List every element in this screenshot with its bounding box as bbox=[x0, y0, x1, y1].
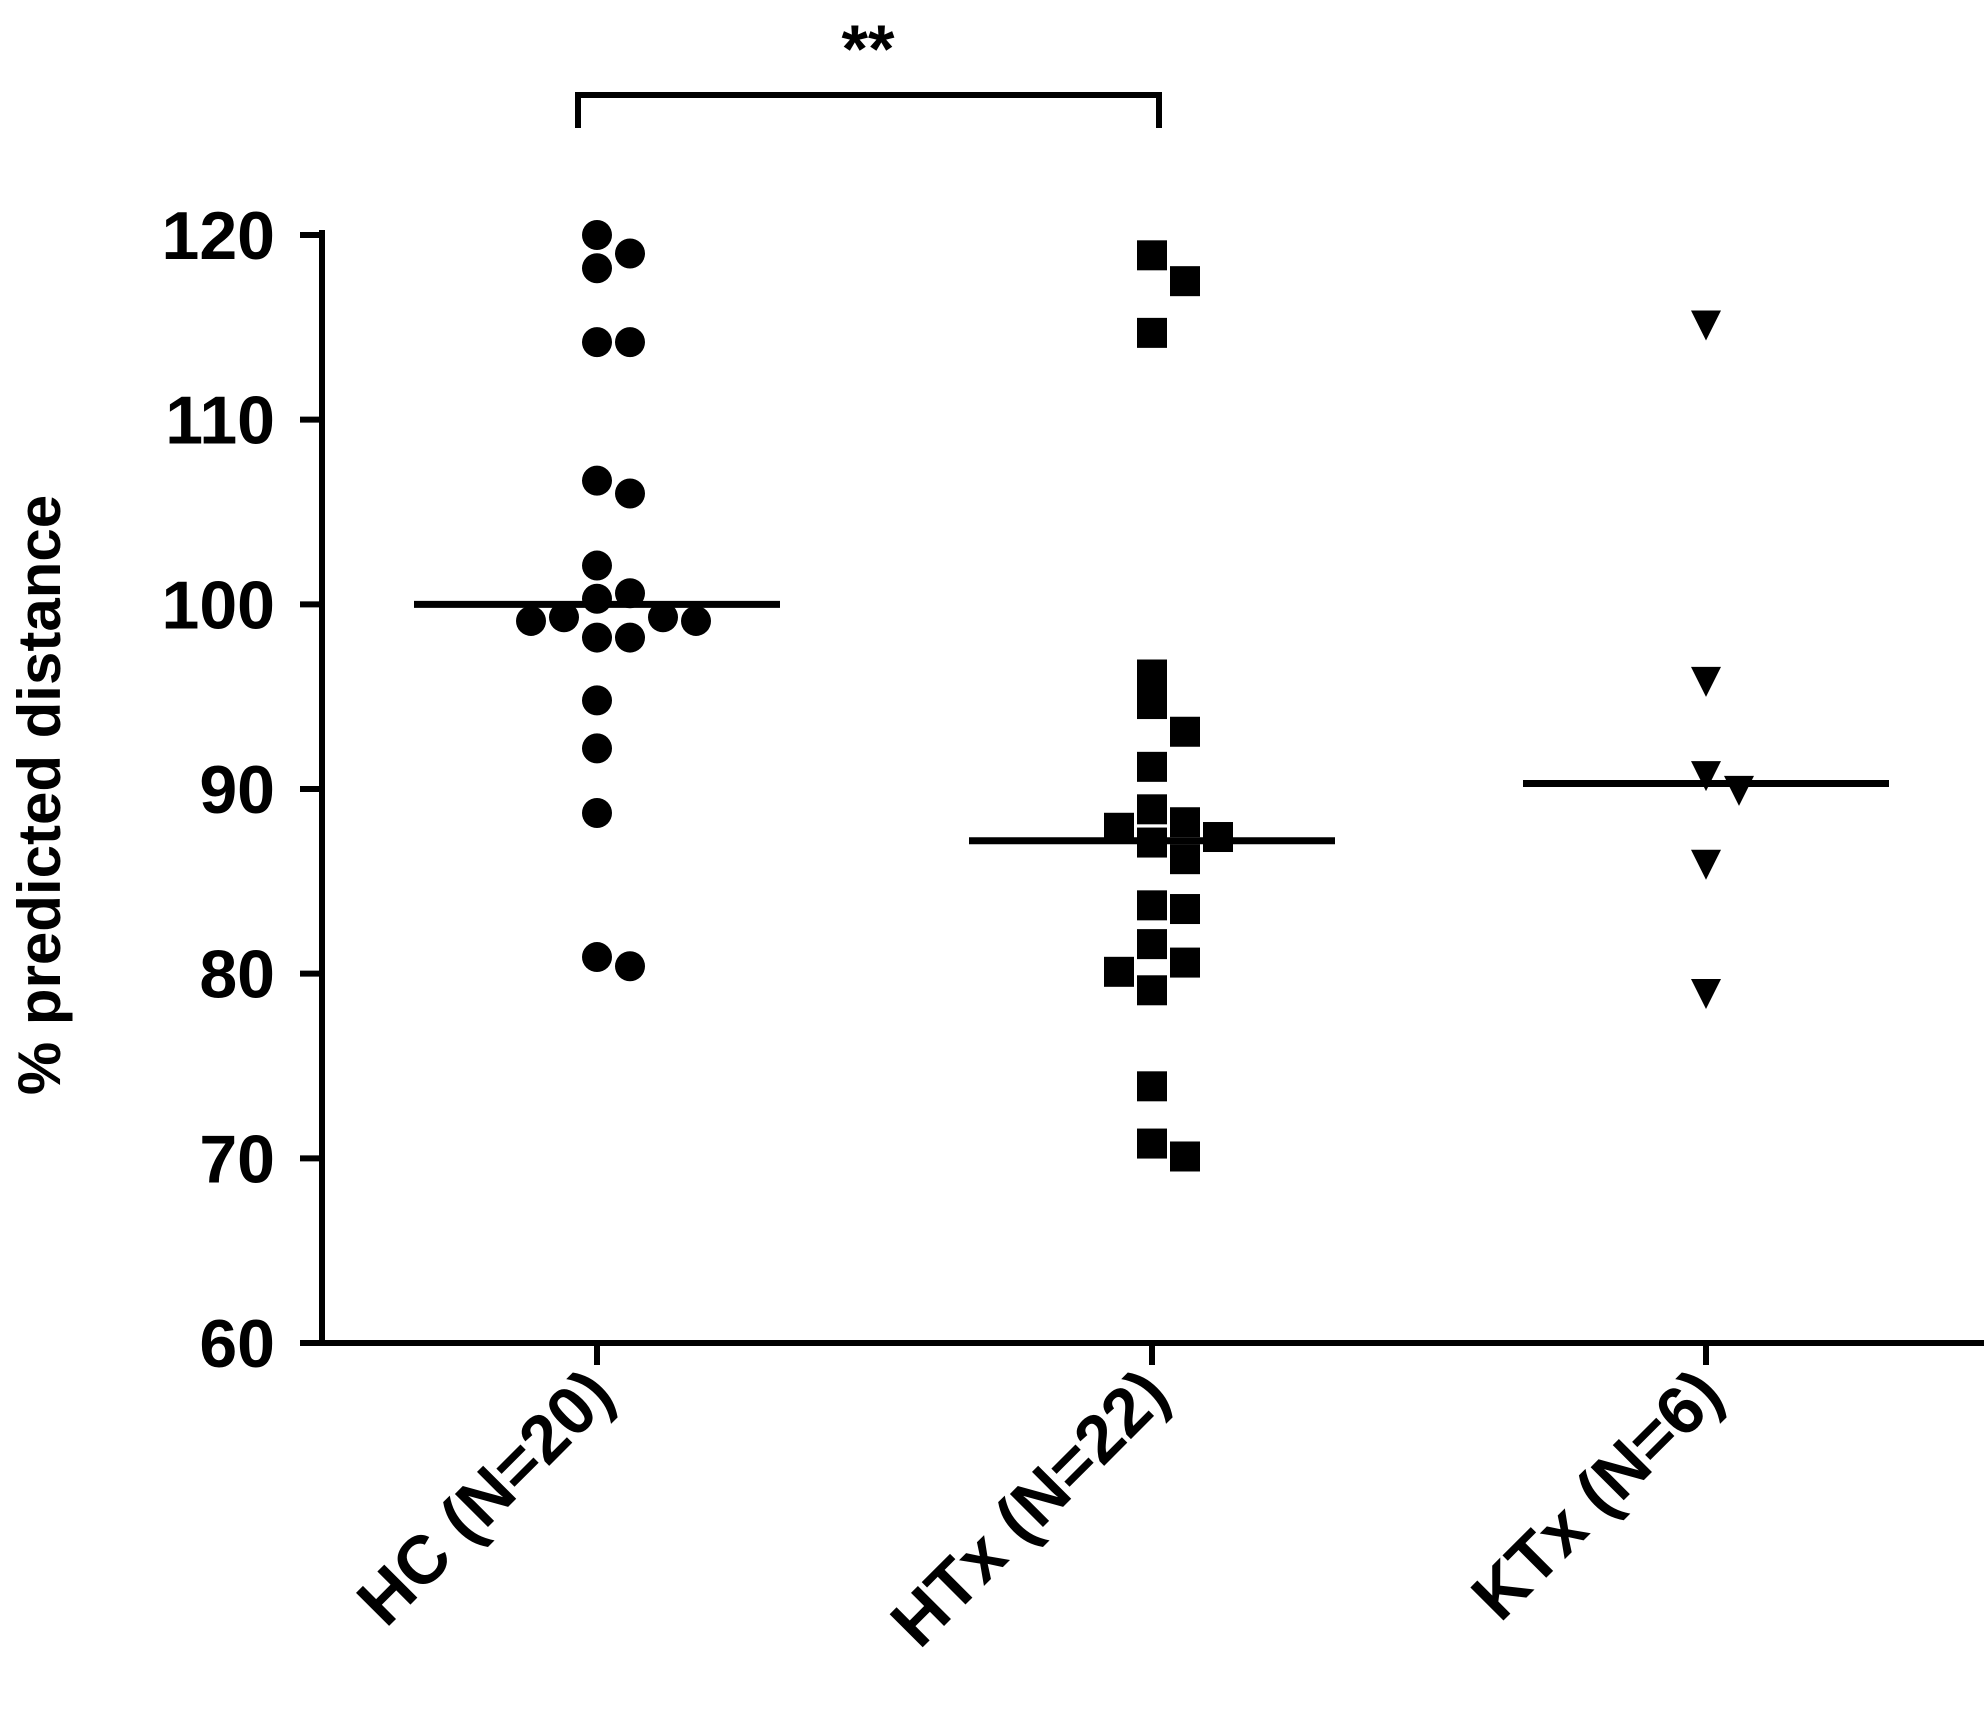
x-ticks: HC (N=20) HTx (N=22) KTx (N=6) bbox=[343, 1343, 1737, 1661]
data-point-triangle bbox=[1691, 310, 1721, 341]
data-point-circle bbox=[582, 685, 612, 716]
data-point-circle bbox=[549, 602, 579, 633]
data-point-square bbox=[1104, 812, 1134, 843]
data-point-square bbox=[1104, 956, 1134, 987]
significance-label: ** bbox=[842, 11, 895, 87]
data-point-square bbox=[1137, 1128, 1167, 1159]
axes: 60 70 80 90 100 110 120 HC (N=20) HTx (N=22) KTx… bbox=[162, 198, 1984, 1661]
data-point-circle bbox=[582, 327, 612, 358]
data-point-square bbox=[1170, 894, 1200, 925]
data-point-square bbox=[1170, 844, 1200, 875]
data-point-circle bbox=[648, 602, 678, 633]
y-tick-label: 100 bbox=[162, 567, 275, 643]
data-point-circle bbox=[582, 465, 612, 496]
data-point-square bbox=[1137, 827, 1167, 858]
y-ticks: 60 70 80 90 100 110 120 bbox=[162, 198, 322, 1382]
data-point-circle bbox=[615, 578, 645, 609]
data-point-square bbox=[1137, 975, 1167, 1006]
data-point-square bbox=[1137, 929, 1167, 960]
data-point-square bbox=[1170, 716, 1200, 747]
data-point-triangle bbox=[1691, 761, 1721, 792]
data-point-square bbox=[1170, 947, 1200, 978]
data-point-square bbox=[1170, 807, 1200, 838]
y-tick-label: 70 bbox=[199, 1121, 275, 1197]
data-point-circle bbox=[615, 238, 645, 269]
data-point-circle bbox=[516, 605, 546, 636]
data-point-circle bbox=[615, 478, 645, 509]
y-tick-label: 80 bbox=[199, 937, 275, 1013]
data-point-circle bbox=[582, 733, 612, 764]
data-point-circle bbox=[582, 942, 612, 973]
data-point-square bbox=[1137, 1071, 1167, 1102]
data-point-triangle bbox=[1691, 978, 1721, 1009]
data-point-square bbox=[1203, 822, 1233, 853]
data-point-square bbox=[1137, 689, 1167, 720]
data-point-square bbox=[1170, 266, 1200, 297]
data-point-square bbox=[1170, 1141, 1200, 1172]
data-point-circle bbox=[615, 327, 645, 358]
data-point-square bbox=[1137, 317, 1167, 348]
data-point-circle bbox=[582, 622, 612, 653]
y-tick-label: 120 bbox=[162, 198, 275, 274]
y-axis-title: % predicted distance bbox=[6, 495, 73, 1095]
data-point-circle bbox=[615, 622, 645, 653]
data-point-circle bbox=[615, 951, 645, 982]
data-point-square bbox=[1137, 794, 1167, 825]
data-point-square bbox=[1137, 659, 1167, 690]
data-points bbox=[516, 220, 1754, 1172]
data-point-square bbox=[1137, 751, 1167, 782]
data-point-circle bbox=[582, 253, 612, 284]
data-point-triangle bbox=[1691, 849, 1721, 880]
data-point-square bbox=[1137, 240, 1167, 271]
data-point-circle bbox=[582, 798, 612, 829]
bracket-line bbox=[575, 92, 1162, 128]
x-category-label: KTx (N=6) bbox=[1457, 1355, 1737, 1635]
y-tick-label: 110 bbox=[165, 383, 275, 459]
x-category-label: HTx (N=22) bbox=[876, 1355, 1182, 1661]
data-point-triangle bbox=[1691, 666, 1721, 697]
y-tick-label: 60 bbox=[199, 1306, 275, 1382]
data-point-circle bbox=[582, 550, 612, 581]
data-point-square bbox=[1137, 890, 1167, 921]
data-point-triangle bbox=[1724, 775, 1754, 806]
y-tick-label: 90 bbox=[199, 752, 275, 828]
data-point-circle bbox=[681, 605, 711, 636]
x-category-label: HC (N=20) bbox=[343, 1355, 628, 1640]
data-point-circle bbox=[582, 583, 612, 614]
significance-bracket: ** bbox=[575, 11, 1162, 128]
data-point-circle bbox=[582, 220, 612, 250]
